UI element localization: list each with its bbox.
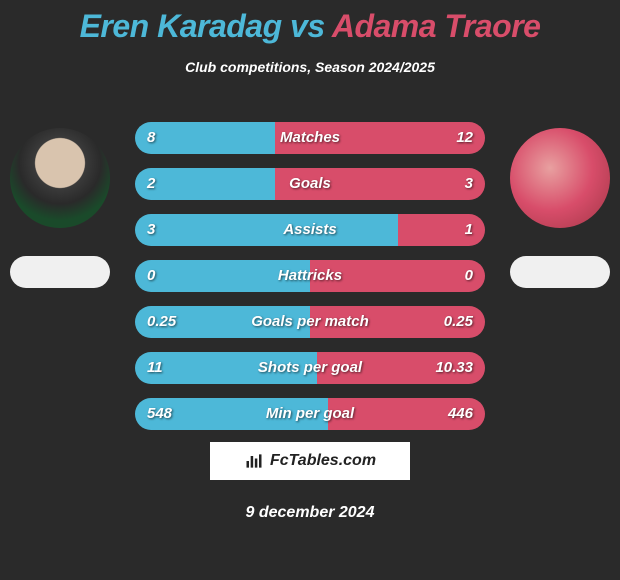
stat-row: 31Assists (135, 214, 485, 246)
subtitle: Club competitions, Season 2024/2025 (0, 59, 620, 75)
player2-avatar (510, 128, 610, 228)
stat-row: 0.250.25Goals per match (135, 306, 485, 338)
page-title: Eren Karadag vs Adama Traore (0, 0, 620, 45)
stat-row: 23Goals (135, 168, 485, 200)
stat-row: 548446Min per goal (135, 398, 485, 430)
stat-label: Shots per goal (135, 352, 485, 384)
fctables-logo: FcTables.com (210, 442, 410, 480)
player2-flag (510, 256, 610, 288)
stat-label: Goals (135, 168, 485, 200)
date-text: 9 december 2024 (0, 504, 620, 522)
stat-row: 812Matches (135, 122, 485, 154)
stats-panel: 812Matches 23Goals 31Assists 00Hattricks 0.2… (135, 122, 485, 444)
player2-name: Adama Traore (332, 8, 541, 44)
logo-text: FcTables.com (270, 452, 376, 470)
stat-row: 00Hattricks (135, 260, 485, 292)
vs-text: vs (290, 8, 325, 44)
stat-row: 1110.33Shots per goal (135, 352, 485, 384)
chart-icon (244, 451, 264, 471)
player1-name: Eren Karadag (80, 8, 282, 44)
stat-label: Min per goal (135, 398, 485, 430)
stat-label: Hattricks (135, 260, 485, 292)
stat-label: Assists (135, 214, 485, 246)
stat-label: Goals per match (135, 306, 485, 338)
player1-flag (10, 256, 110, 288)
player1-avatar (10, 128, 110, 228)
stat-label: Matches (135, 122, 485, 154)
